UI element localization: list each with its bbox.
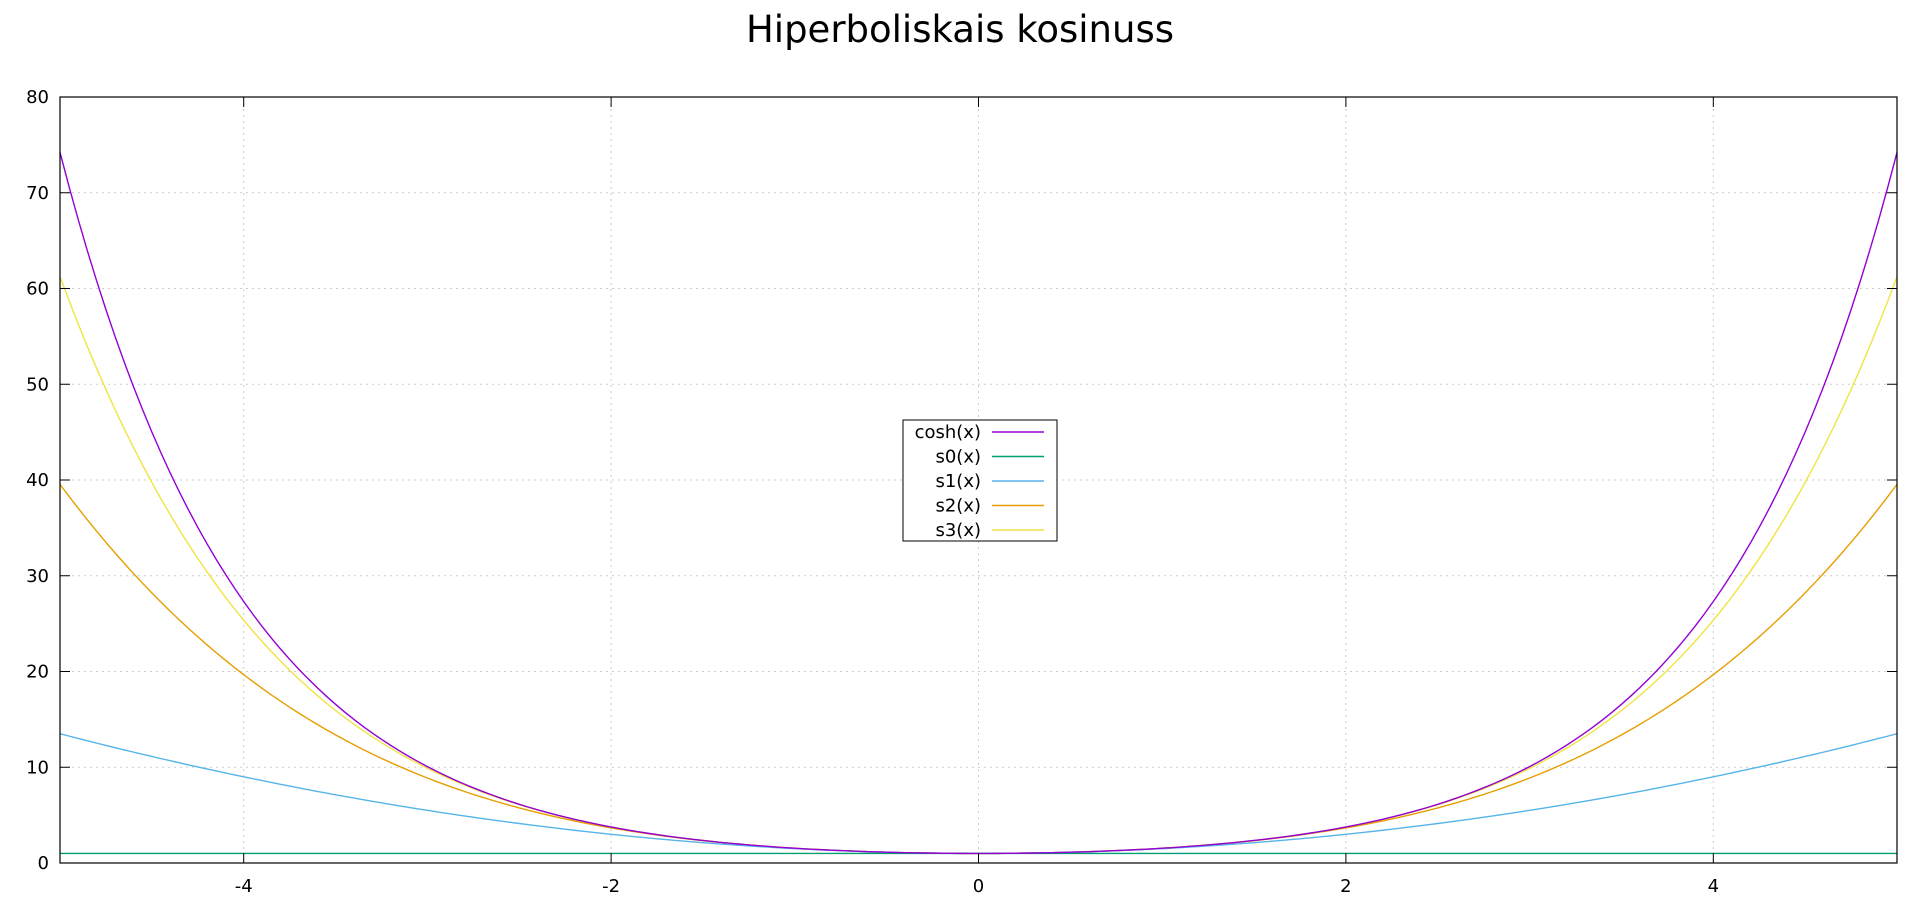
y-tick-label: 50 [26,374,49,395]
legend-label: s1(x) [935,471,981,492]
y-tick-label: 0 [38,853,49,874]
legend-label: cosh(x) [915,422,981,443]
chart-title: Hiperboliskais kosinuss [745,8,1175,51]
y-tick-label: 80 [26,87,49,108]
legend-label: s2(x) [935,496,981,517]
x-tick-label: -4 [235,876,253,897]
x-tick-label: -2 [602,876,620,897]
y-tick-label: 30 [26,566,49,587]
y-tick-label: 20 [26,662,49,683]
x-tick-label: 0 [973,876,984,897]
y-tick-label: 40 [26,470,49,491]
legend-label: s0(x) [935,447,981,468]
y-tick-label: 70 [26,183,49,204]
y-tick-label: 60 [26,279,49,300]
x-tick-label: 4 [1708,876,1719,897]
grid-lines [60,97,1897,863]
legend: cosh(x) s0(x) s1(x) s2(x) s3(x) [902,419,1058,542]
x-tick-label: 2 [1340,876,1351,897]
y-tick-label: 10 [26,757,49,778]
legend-label: s3(x) [935,520,981,541]
